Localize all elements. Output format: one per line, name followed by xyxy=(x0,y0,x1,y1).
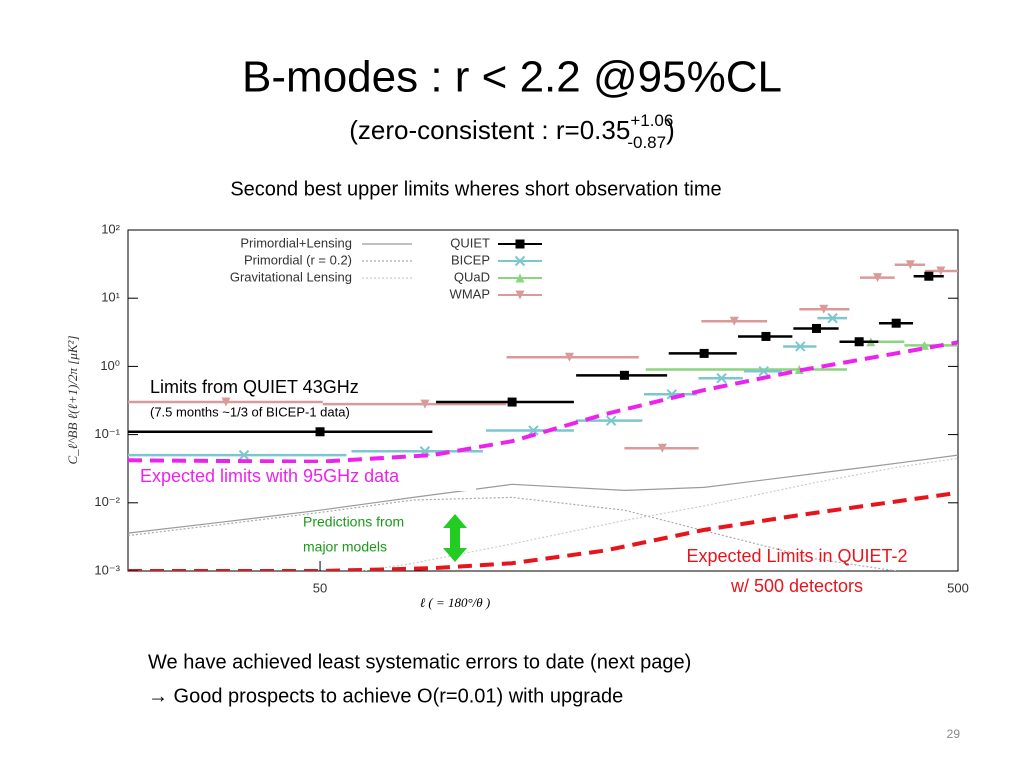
marker xyxy=(873,273,883,283)
legend-label: QUaD xyxy=(454,269,490,284)
marker xyxy=(515,239,525,249)
marker xyxy=(729,316,739,326)
subtitle-sup: +1.06 xyxy=(630,111,673,130)
theory-curve xyxy=(128,454,958,534)
caption: Second best upper limits wheres short ob… xyxy=(230,178,721,200)
page-number: 29 xyxy=(947,727,961,741)
plot-area xyxy=(128,260,958,571)
annotation: Predictions from xyxy=(303,514,404,530)
marker xyxy=(221,397,231,407)
slide-title: B-modes : r < 2.2 @95%CL xyxy=(242,53,782,102)
limit-label: Expected Limits in QUIET-2 xyxy=(686,546,907,566)
marker xyxy=(619,370,629,380)
legend-label: Gravitational Lensing xyxy=(230,269,352,284)
marker xyxy=(515,273,525,283)
y-axis-label: C_ℓ^BB ℓ(ℓ+1)/2π [μK²] xyxy=(65,335,80,464)
limit-label: w/ 500 detectors xyxy=(730,576,863,596)
x-tick-label: 50 xyxy=(313,580,327,595)
marker xyxy=(758,366,769,377)
limit-label: Expected limits with 95GHz data xyxy=(140,466,400,486)
marker xyxy=(761,331,771,341)
marker xyxy=(315,427,325,437)
annotation: major models xyxy=(303,539,387,555)
subtitle-text: ) xyxy=(666,115,675,145)
marker xyxy=(891,318,901,328)
legend-label: QUIET xyxy=(450,235,490,250)
marker xyxy=(657,443,667,453)
y-tick-label: 10² xyxy=(101,221,120,236)
theory-curve xyxy=(358,457,958,571)
y-tick-label: 10⁰ xyxy=(100,358,120,373)
marker xyxy=(827,312,838,324)
y-tick-label: 10¹ xyxy=(101,290,120,305)
legend-label: Primordial+Lensing xyxy=(240,235,352,250)
expected-limit xyxy=(128,490,958,571)
marker xyxy=(795,341,806,352)
marker xyxy=(699,348,709,358)
x-axis-label: ℓ ( = 180°/θ ) xyxy=(420,595,491,610)
x-tick-label: 500 xyxy=(947,580,969,595)
label-background xyxy=(136,463,476,491)
legend-label: Primordial (r = 0.2) xyxy=(244,252,352,267)
marker xyxy=(238,449,250,461)
slide-subtitle: (zero-consistent : r=0.35+1.06 -0.87) xyxy=(349,111,675,152)
marker xyxy=(905,260,915,270)
legend-label: BICEP xyxy=(451,252,490,267)
subtitle-sub: -0.87 xyxy=(627,133,666,152)
marker xyxy=(528,425,539,436)
annotation: Limits from QUIET 43GHz xyxy=(150,377,359,397)
expected-limit xyxy=(128,340,958,464)
marker xyxy=(605,415,617,426)
marker xyxy=(811,323,821,333)
marker xyxy=(507,397,517,407)
legend-label: WMAP xyxy=(450,286,490,301)
double-arrow xyxy=(443,514,467,562)
marker xyxy=(924,271,934,281)
marker xyxy=(515,290,525,300)
note: → Good prospects to achieve O(r=0.01) wi… xyxy=(148,685,623,707)
note: We have achieved least systematic errors… xyxy=(148,651,691,673)
marker xyxy=(919,340,929,350)
y-tick-label: 10⁻¹ xyxy=(94,426,120,441)
marker xyxy=(854,337,864,347)
axes: 10⁻³ 10⁻² 10⁻¹ 10⁰ 10¹ 10² 50 500 ℓ ( = 180°/θ )… xyxy=(65,221,969,610)
y-tick-label: 10⁻² xyxy=(94,494,120,509)
marker xyxy=(716,373,727,384)
subtitle-text: (zero-consistent : r=0.35 xyxy=(349,115,630,145)
annotation: (7.5 months ~1/3 of BICEP-1 data) xyxy=(150,404,350,419)
y-tick-label: 10⁻³ xyxy=(94,562,120,577)
theory-curve xyxy=(128,496,900,571)
marker xyxy=(819,304,829,314)
marker xyxy=(936,266,946,276)
marker xyxy=(420,399,430,409)
marker xyxy=(514,255,526,267)
marker xyxy=(564,352,574,362)
